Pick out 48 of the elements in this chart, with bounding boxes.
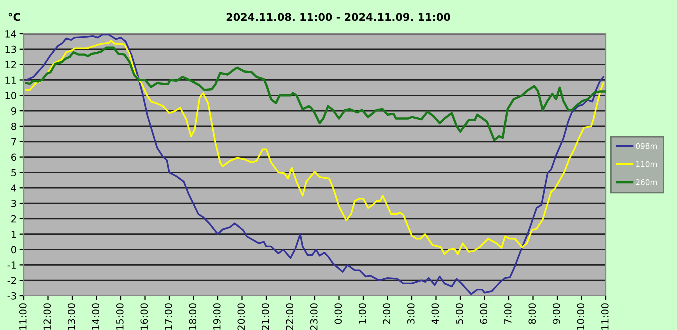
y-tick-label: 5 <box>12 169 16 177</box>
x-tick-label: 11:00 <box>19 304 27 330</box>
y-tick-label: 13 <box>6 46 16 54</box>
x-tick-label: 22:00 <box>286 304 294 330</box>
y-tick-label: 8 <box>12 122 16 130</box>
x-tick-label: 2:00 <box>383 304 391 324</box>
x-tick-label: 8:00 <box>528 304 536 324</box>
y-tick-label: 0 <box>12 246 16 254</box>
x-tick-label: 10:00 <box>577 304 585 330</box>
x-tick-label: 18:00 <box>189 304 197 330</box>
line-series <box>26 40 604 256</box>
x-tick-label: 21:00 <box>262 304 270 330</box>
x-tick-label: 20:00 <box>238 304 246 330</box>
y-tick-label: 2 <box>12 215 16 223</box>
x-tick-label: 5:00 <box>456 304 464 324</box>
y-tick-label: -1 <box>8 262 16 269</box>
x-tick-label: 23:00 <box>310 304 318 330</box>
x-tick-label: 9:00 <box>552 304 560 324</box>
y-tick-label: 14 <box>6 30 17 38</box>
x-tick-label: 11:00 <box>601 304 609 330</box>
y-tick-label: 3 <box>12 200 16 208</box>
y-tick-label: 9 <box>11 108 16 115</box>
x-tick-label: 17:00 <box>164 304 172 330</box>
x-tick-label: 4:00 <box>432 304 440 324</box>
y-axis-title: °C <box>8 13 20 22</box>
x-tick-label: 12:00 <box>44 304 52 330</box>
x-tick-label: 6:00 <box>480 304 488 324</box>
x-tick-label: 1:00 <box>358 304 366 324</box>
y-tick-label: 4 <box>11 184 17 192</box>
x-tick-label: 0:00 <box>334 304 342 324</box>
y-tick-label: -3 <box>8 292 16 300</box>
x-tick-label: 3:00 <box>407 304 415 324</box>
y-tick-label: 12 <box>6 61 16 69</box>
y-tick-label: 10 <box>6 92 16 100</box>
x-tick-label: 7:00 <box>504 304 512 324</box>
chart-title: 2024.11.08. 11:00 - 2024.11.09. 11:00 <box>226 13 450 22</box>
y-tick-label: 7 <box>12 138 16 146</box>
y-tick-label: 11 <box>6 76 16 84</box>
x-tick-label: 13:00 <box>68 304 76 330</box>
y-tick-label: -2 <box>8 277 16 284</box>
y-tick-label: 6 <box>12 154 16 162</box>
x-tick-label: 19:00 <box>213 304 221 330</box>
line-series <box>26 34 604 296</box>
y-tick-label: 1 <box>12 230 16 238</box>
x-tick-label: 15:00 <box>116 304 124 330</box>
x-tick-label: 14:00 <box>92 304 100 330</box>
line-series <box>25 46 606 142</box>
x-tick-label: 16:00 <box>140 304 148 330</box>
